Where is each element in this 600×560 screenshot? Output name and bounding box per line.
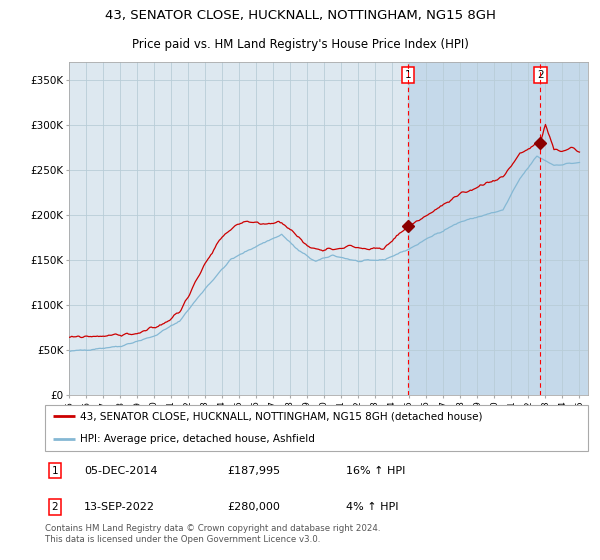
Text: 05-DEC-2014: 05-DEC-2014 <box>84 465 158 475</box>
Text: Price paid vs. HM Land Registry's House Price Index (HPI): Price paid vs. HM Land Registry's House … <box>131 38 469 50</box>
Bar <box>408 62 588 395</box>
Text: 2: 2 <box>537 70 544 80</box>
Text: Contains HM Land Registry data © Crown copyright and database right 2024.
This d: Contains HM Land Registry data © Crown c… <box>45 524 380 544</box>
Text: 1: 1 <box>52 465 58 475</box>
Text: 43, SENATOR CLOSE, HUCKNALL, NOTTINGHAM, NG15 8GH: 43, SENATOR CLOSE, HUCKNALL, NOTTINGHAM,… <box>104 9 496 22</box>
Text: 2: 2 <box>52 502 58 512</box>
Text: 4% ↑ HPI: 4% ↑ HPI <box>346 502 399 512</box>
Text: 1: 1 <box>404 70 411 80</box>
Text: 16% ↑ HPI: 16% ↑ HPI <box>346 465 406 475</box>
FancyBboxPatch shape <box>45 405 588 451</box>
Text: HPI: Average price, detached house, Ashfield: HPI: Average price, detached house, Ashf… <box>80 435 315 444</box>
Text: 43, SENATOR CLOSE, HUCKNALL, NOTTINGHAM, NG15 8GH (detached house): 43, SENATOR CLOSE, HUCKNALL, NOTTINGHAM,… <box>80 412 483 421</box>
Text: £187,995: £187,995 <box>227 465 280 475</box>
Text: £280,000: £280,000 <box>227 502 280 512</box>
Text: 13-SEP-2022: 13-SEP-2022 <box>84 502 155 512</box>
